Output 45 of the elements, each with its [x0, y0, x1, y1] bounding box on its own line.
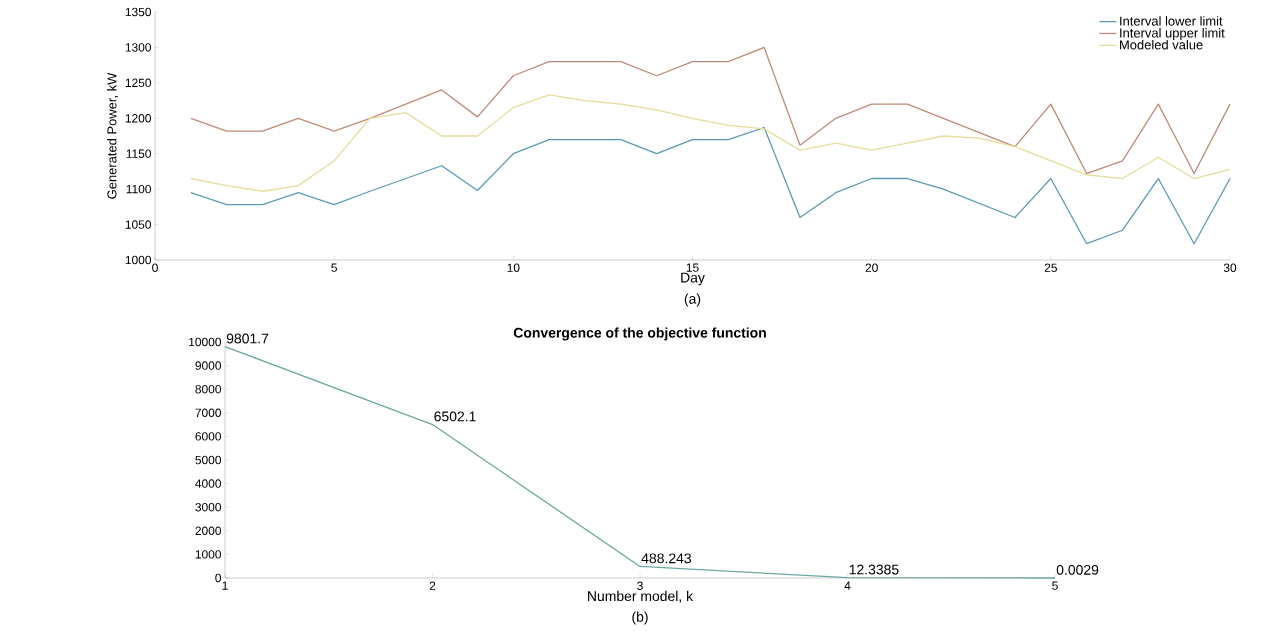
x-tick-label: 1: [222, 581, 228, 590]
x-tick-label: 25: [1044, 263, 1057, 272]
y-tick-label: 2000: [195, 526, 222, 536]
x-tick-label: 3: [637, 581, 643, 590]
x-tick-label: 15: [686, 263, 699, 272]
x-tick-label: 30: [1223, 263, 1237, 272]
y-tick-label: 1000: [125, 255, 152, 265]
data-label: 488.243: [641, 553, 691, 564]
y-tick-label: 7000: [195, 408, 222, 418]
x-tick-label: 20: [865, 263, 878, 272]
y-tick-label: 4000: [195, 479, 222, 488]
y-tick-label: 1300: [125, 43, 152, 52]
x-axis-title: Day: [681, 272, 705, 286]
text: (b): [632, 611, 648, 625]
y-tick-label: 1150: [126, 149, 152, 158]
legend-label: Modeled value: [1120, 39, 1203, 50]
x-tick-label: 5: [331, 263, 337, 272]
data-label: 0.0029: [1056, 564, 1099, 575]
y-tick-label: 1250: [125, 78, 152, 88]
data-label: 12.3385: [849, 564, 899, 575]
legend-label: Interval lower limit: [1120, 16, 1223, 26]
legend-label: Interval upper limit: [1120, 28, 1225, 41]
y-tick-label: 10000: [189, 337, 222, 347]
text: (a): [684, 293, 701, 307]
data-label: 9801.7: [226, 333, 269, 344]
x-tick-label: 2: [429, 581, 436, 590]
y-tick-label: 5000: [195, 455, 222, 465]
x-tick-label: 0: [152, 263, 158, 272]
y-tick-label: 8000: [195, 384, 222, 394]
y-tick-label: 1350: [125, 7, 152, 17]
x-tick-label: 4: [844, 581, 851, 590]
y-tick-label: 9000: [195, 361, 222, 370]
chart-title: Convergence of the objective function: [513, 327, 766, 341]
x-axis-title: Number model, k: [588, 590, 694, 603]
y-tick-label: 1200: [125, 114, 152, 123]
y-tick-label: 1100: [126, 184, 152, 194]
y-tick-label: 3000: [195, 502, 222, 512]
data-label: 6502.1: [434, 411, 476, 422]
y-tick-label: 0: [215, 573, 222, 583]
y-axis-title: Generated Power, kW: [107, 72, 119, 199]
y-tick-label: 1000: [195, 550, 222, 559]
y-tick-label: 1050: [125, 220, 152, 229]
y-tick-label: 6000: [195, 432, 222, 441]
x-tick-label: 10: [507, 263, 520, 272]
x-tick-label: 5: [1052, 581, 1058, 590]
